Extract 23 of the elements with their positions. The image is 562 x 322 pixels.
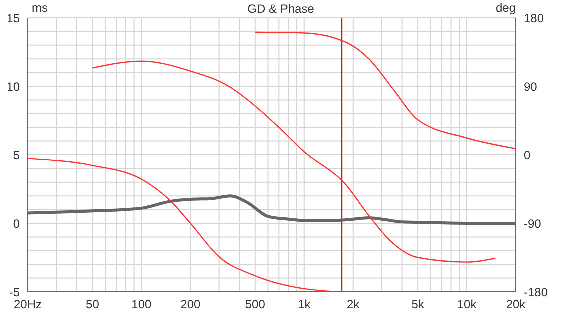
y2-tick-label: -90 [524,216,542,231]
x-tick-label: 20Hz [14,298,42,312]
x-tick-label: 200 [180,298,201,312]
y2-tick-label: 0 [524,148,531,162]
y2-axis-title: deg [496,1,516,15]
y2-tick-label: 180 [524,11,544,26]
x-tick-label: 2k [346,298,361,312]
y-tick-label: 10 [6,80,20,94]
y2-tick-label: -180 [524,285,548,300]
x-tick-label: 100 [132,298,152,312]
x-tick-label: 500 [245,298,266,312]
y-tick-label: -5 [9,285,20,300]
y-axis-title: ms [32,1,48,15]
x-tick-label: 20k [506,298,527,312]
y-tick-label: 0 [13,216,20,231]
x-tick-label: 5k [412,298,426,312]
x-tick-label: 50 [86,298,100,312]
y-tick-label: 15 [6,11,20,26]
y-tick-label: 5 [13,148,20,162]
chart-title: GD & Phase [248,2,314,16]
x-tick-label: 1k [298,298,312,312]
y2-tick-label: 90 [524,80,538,94]
x-tick-label: 10k [457,298,478,312]
